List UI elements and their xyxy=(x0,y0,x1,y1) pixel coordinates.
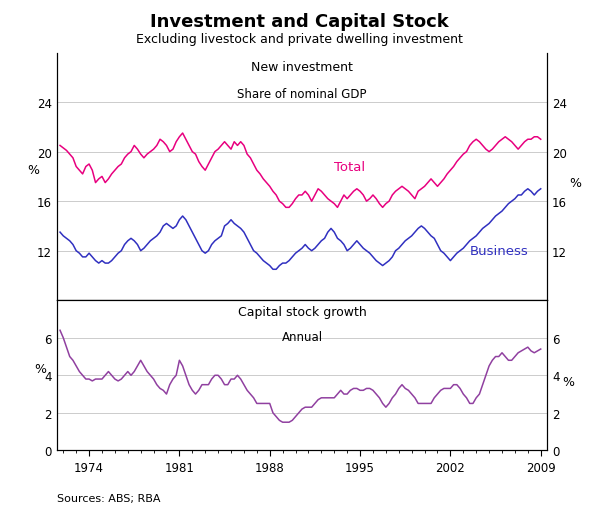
Y-axis label: %: % xyxy=(27,164,39,177)
Text: Share of nominal GDP: Share of nominal GDP xyxy=(237,88,367,101)
Text: New investment: New investment xyxy=(251,61,353,74)
Y-axis label: %: % xyxy=(562,376,574,388)
Text: Capital stock growth: Capital stock growth xyxy=(237,305,367,318)
Text: Business: Business xyxy=(470,245,529,258)
Y-axis label: %: % xyxy=(34,362,46,376)
Text: Annual: Annual xyxy=(282,331,322,344)
Text: Total: Total xyxy=(334,161,365,174)
Text: Sources: ABS; RBA: Sources: ABS; RBA xyxy=(57,493,160,503)
Text: Investment and Capital Stock: Investment and Capital Stock xyxy=(150,13,448,31)
Y-axis label: %: % xyxy=(569,177,581,190)
Text: Excluding livestock and private dwelling investment: Excluding livestock and private dwelling… xyxy=(136,33,462,46)
